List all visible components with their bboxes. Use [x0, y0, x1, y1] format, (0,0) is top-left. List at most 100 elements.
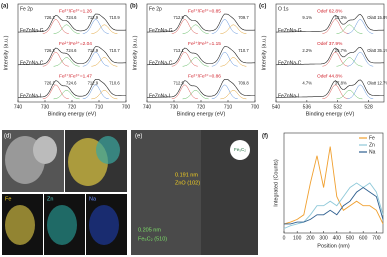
fit-component: [42, 19, 69, 34]
x-axis-label: Binding energy (eV): [48, 111, 97, 117]
x-axis-label: Binding energy (eV): [177, 111, 226, 117]
plane: Fe₅C₂ (510): [138, 236, 167, 242]
sample-label: FeZnNa-G: [149, 28, 173, 34]
ratio-label: Fe²⁺/Fe³⁺=1.47: [59, 74, 92, 80]
legend-label: Fe: [369, 135, 375, 141]
fit-component: [220, 89, 247, 100]
x-tick-label: 100: [293, 235, 302, 241]
map-blob: [47, 205, 77, 245]
x-tick-label: 0: [283, 235, 286, 241]
particle: [33, 136, 57, 164]
plane: ZnO (102): [175, 180, 200, 186]
peak-label: 713.1: [173, 48, 184, 53]
panel-label: (d): [4, 134, 11, 140]
d-spacing: 0.191 nm: [175, 172, 198, 178]
peak-label: 12.3%: [335, 15, 347, 20]
panel-label: (a): [1, 4, 8, 10]
fit-component: [336, 57, 363, 67]
x-tick-label: 710: [95, 104, 104, 110]
peak-label: Olatt 15.8%: [367, 15, 387, 20]
ratio-label: Odef 37.9%: [317, 41, 343, 47]
sample-label: FeZnNa-G: [20, 28, 44, 34]
fit-component: [182, 24, 209, 34]
panel-label: (e): [135, 134, 142, 140]
fit-component: [82, 84, 109, 100]
spectrum: [18, 79, 126, 98]
fit-component: [91, 89, 118, 100]
fit-component: [53, 57, 80, 67]
legend-label: Na: [369, 149, 376, 155]
spectrum: [17, 46, 126, 66]
peak-label: 710.7: [109, 48, 120, 53]
sample-label: FeZnNa-I: [149, 93, 170, 99]
peak-label: 726.2: [44, 80, 55, 85]
peak-label: 712.9: [88, 15, 99, 20]
peak-label: 710.6: [109, 80, 120, 85]
fit-component: [182, 89, 209, 100]
sample-label: FeZnNa-I: [20, 93, 41, 99]
fit-component: [82, 19, 109, 34]
element-label: Fe 2p: [149, 6, 162, 12]
series-line: [284, 186, 384, 225]
x-tick-label: 500: [346, 235, 355, 241]
series-line: [283, 182, 384, 229]
x-tick-label: 300: [319, 235, 328, 241]
peak-label: Olatt 35.1%: [367, 48, 387, 53]
x-tick-label: 740: [143, 104, 152, 110]
x-axis-label: Position (nm): [317, 243, 350, 249]
peak-label: 712.9: [173, 15, 184, 20]
x-axis-label: Binding energy (eV): [306, 111, 355, 117]
spectrum: [276, 79, 384, 98]
fit-component: [211, 51, 238, 67]
plot-frame: [275, 3, 385, 103]
y-axis-label: Intensity (a.u.): [3, 35, 9, 70]
fit-component: [347, 51, 374, 67]
icon-bg: [230, 140, 250, 160]
spectrum: [147, 13, 256, 33]
panel-label: (b): [130, 4, 138, 10]
spectrum: [147, 79, 255, 98]
series-line: [283, 146, 384, 225]
fit-component: [220, 24, 247, 34]
map-label: Na: [89, 196, 97, 202]
fit-component: [336, 24, 363, 34]
x-tick-label: 600: [359, 235, 368, 241]
fit-component: [182, 57, 209, 67]
spectrum: [275, 46, 384, 66]
ratio-label: Odef 44.8%: [317, 74, 343, 80]
fit-component: [42, 84, 69, 100]
peak-label: 726.2: [44, 48, 55, 53]
x-tick-label: 730: [170, 104, 179, 110]
x-tick-label: 730: [41, 104, 50, 110]
overlay-blob: [96, 136, 120, 164]
x-tick-label: 536: [303, 104, 312, 110]
peak-label: 25.7%: [335, 48, 347, 53]
map-label: Fe: [5, 196, 11, 202]
tem-region: [131, 130, 201, 255]
fit-component: [53, 89, 80, 100]
peak-label: 710.9: [109, 15, 120, 20]
element-label: O 1s: [278, 6, 289, 12]
peak-label: 724.6: [66, 80, 77, 85]
x-tick-label: 720: [197, 104, 206, 110]
peak-label: 710.7: [238, 48, 249, 53]
peak-label: 712.9: [173, 80, 184, 85]
x-tick-label: 400: [333, 235, 342, 241]
peak-label: 709.8: [238, 80, 249, 85]
fit-component: [336, 89, 363, 100]
x-tick-label: 720: [68, 104, 77, 110]
fit-component: [171, 19, 198, 34]
x-tick-label: 710: [224, 104, 233, 110]
fit-component: [211, 19, 238, 34]
fit-component: [91, 24, 118, 34]
icon-label: Fe₅C₂: [234, 147, 246, 152]
peak-label: 4.7%: [302, 80, 312, 85]
sample-label: FeZnNa-C: [149, 61, 173, 67]
fit-component: [347, 84, 374, 100]
ratio-label: Fe²⁺/Fe³⁺=0.85: [188, 8, 221, 14]
element-label: Fe 2p: [20, 6, 33, 12]
panel-label: (c): [259, 4, 266, 10]
peak-label: 724.6: [66, 15, 77, 20]
spectrum: [276, 14, 385, 33]
x-tick-label: 532: [334, 104, 343, 110]
